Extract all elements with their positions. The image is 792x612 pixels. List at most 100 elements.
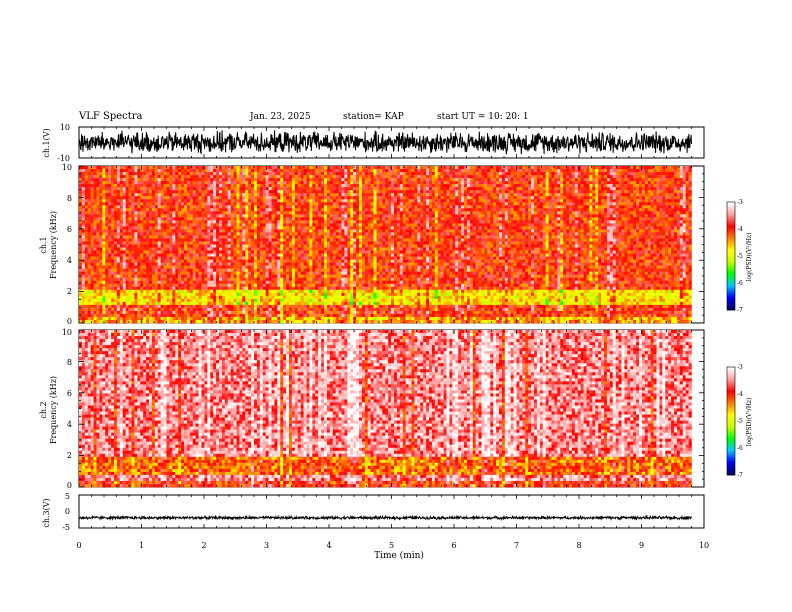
spectrogram-cell [160, 217, 164, 221]
spectrogram-cell [178, 190, 182, 194]
spectrogram-cell [114, 319, 118, 324]
spectrogram-cell [90, 286, 94, 291]
spectrogram-cell [262, 199, 266, 203]
spectrogram-cell [274, 319, 278, 324]
spectrogram-cell [248, 169, 252, 173]
spectrogram-cell [356, 298, 360, 303]
spectrogram-cell [338, 229, 342, 233]
spectrogram-cell [184, 196, 188, 200]
spectrogram-cell [286, 274, 290, 279]
spectrogram-cell [90, 184, 94, 188]
spectrogram-cell [102, 292, 106, 297]
spectrogram-cell [221, 304, 226, 309]
spectrogram-cell [151, 235, 156, 239]
spectrogram-cell [119, 274, 124, 279]
spectrogram-cell [344, 220, 348, 224]
spectrogram-cell [262, 244, 266, 248]
spectrogram-cell [87, 172, 91, 176]
spectrogram-cell [233, 229, 237, 233]
spectrogram-cell [326, 292, 331, 297]
spectrogram-cell [268, 277, 272, 282]
spectrogram-cell [277, 211, 281, 215]
spectrogram-cell [172, 172, 176, 176]
spectrogram-cell [79, 220, 83, 224]
spectrogram-cell [335, 196, 339, 200]
spectrogram-cell [280, 256, 284, 260]
spectrogram-cell [131, 307, 135, 312]
spectrogram-cell [259, 268, 264, 272]
spectrogram-cell [119, 220, 124, 224]
spectrogram-cell [274, 274, 278, 279]
spectrogram-cell [87, 214, 91, 218]
spectrogram-cell [79, 274, 83, 279]
spectrogram-cell [224, 271, 229, 275]
spectrogram-cell [329, 217, 334, 221]
spectrogram-cell [119, 175, 124, 179]
spectrogram-cell [291, 184, 296, 188]
spectrogram-cell [256, 232, 261, 236]
spectrogram-cell [169, 283, 173, 288]
spectrogram-cell [207, 319, 211, 324]
spectrogram-cell [283, 301, 287, 306]
spectrogram-cell [157, 211, 161, 215]
spectrogram-cell [146, 196, 150, 200]
spectrogram-cell [160, 220, 164, 224]
spectrogram-cell [286, 235, 290, 239]
spectrogram-cell [79, 313, 83, 318]
spectrogram-cell [163, 226, 167, 230]
spectrogram-cell [224, 187, 229, 191]
spectrogram-cell [192, 226, 196, 230]
spectrogram-cell [122, 175, 126, 179]
spectrogram-cell [81, 295, 86, 300]
spectrogram-cell [111, 274, 115, 279]
spectrogram-cell [102, 241, 106, 245]
spectrogram-cell [338, 217, 342, 221]
spectrogram-cell [186, 295, 191, 300]
spectrogram-cell [213, 289, 217, 294]
spectrogram-cell [297, 277, 301, 282]
spectrogram-cell [84, 229, 89, 233]
spectrogram-cell [93, 280, 97, 285]
spectrogram-cell [259, 232, 264, 236]
spectrogram-cell [265, 292, 269, 297]
spectrogram-cell [306, 262, 310, 266]
spectrogram-cell [102, 196, 106, 200]
spectrogram-cell [344, 205, 348, 209]
spectrogram-cell [87, 166, 91, 170]
spectrogram-cell [332, 178, 336, 182]
spectrogram-cell [335, 181, 339, 185]
spectrogram-cell [306, 250, 310, 254]
spectrogram-cell [254, 172, 258, 176]
spectrogram-cell [134, 172, 138, 176]
spectrogram-cell [81, 304, 86, 309]
spectrogram-cell [242, 217, 246, 221]
spectrogram-cell [195, 280, 199, 285]
spectrogram-cell [140, 178, 144, 182]
spectrogram-cell [300, 253, 304, 257]
spectrogram-cell [154, 223, 159, 227]
spectrogram-cell [344, 187, 348, 191]
spectrogram-cell [181, 241, 185, 245]
spectrogram-cell [297, 316, 301, 321]
spectrogram-cell [256, 310, 261, 315]
spectrogram-cell [289, 178, 293, 182]
spectrogram-cell [230, 247, 234, 251]
spectrogram-cell [111, 316, 115, 321]
spectrogram-cell [87, 298, 91, 303]
spectrogram-cell [312, 220, 316, 224]
spectrogram-cell [189, 256, 194, 260]
spectrogram-cell [306, 256, 310, 260]
spectrogram-cell [114, 286, 118, 291]
spectrogram-cell [163, 301, 167, 306]
spectrogram-cell [294, 319, 299, 324]
spectrogram-cell [90, 166, 94, 170]
spectrogram-cell [332, 223, 336, 227]
spectrogram-cell [87, 247, 91, 251]
spectrogram-cell [122, 169, 126, 173]
spectrogram-cell [111, 244, 115, 248]
spectrogram-cell [154, 166, 159, 170]
spectrogram-cell [230, 172, 234, 176]
spectrogram-cell [175, 169, 179, 173]
spectrogram-cell [184, 319, 188, 324]
spectrogram-cell [131, 229, 135, 233]
